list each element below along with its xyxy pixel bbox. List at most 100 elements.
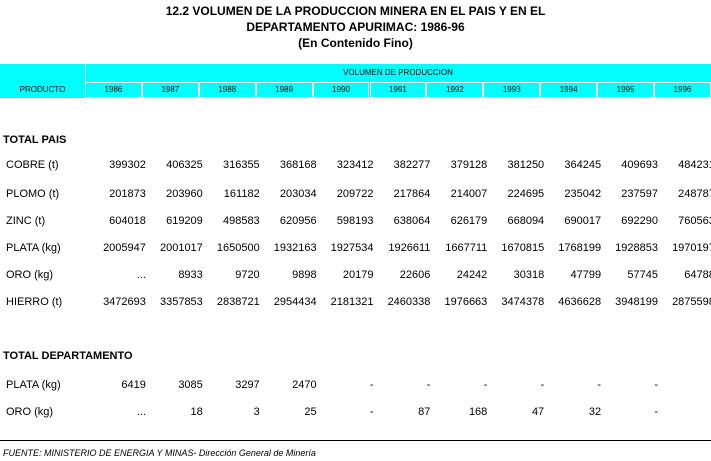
cell-value: -: [597, 379, 602, 391]
cell-value: 3472693: [103, 296, 146, 308]
cell-value: -: [654, 379, 658, 391]
cell-value: 668094: [507, 215, 545, 227]
cell-value: 379128: [450, 159, 488, 171]
row-label: PLATA (kg): [6, 379, 61, 391]
row-label: PLOMO (t): [6, 188, 60, 200]
cell-value: -: [483, 379, 488, 391]
cell-value: 4636628: [558, 296, 602, 308]
cell-value: 161182: [223, 188, 260, 200]
cell-value: 2838721: [216, 296, 260, 308]
cell-value: 381250: [507, 159, 545, 171]
cell-value: 8933: [178, 269, 203, 281]
cell-value: 248787: [678, 188, 711, 200]
cell-value: 1928853: [615, 242, 658, 254]
cell-value: 409693: [621, 159, 658, 171]
cell-value: 316355: [222, 159, 260, 171]
row-label: ORO (kg): [6, 406, 54, 418]
cell-value: -: [540, 379, 545, 391]
cell-value: 203034: [279, 188, 317, 200]
year-header: 1995: [597, 82, 654, 98]
cell-value: 1768199: [558, 242, 602, 254]
footer: FUENTE: MINISTERIO DE ENERGIA Y MINAS- D…: [3, 448, 316, 458]
cell-value: 18: [190, 406, 203, 418]
cell-value: 9898: [292, 269, 317, 281]
cell-value: 619209: [166, 215, 203, 227]
cell-value: 2470: [292, 379, 317, 391]
cell-value: 3085: [178, 379, 203, 391]
cell-value: 760563: [678, 215, 711, 227]
cell-value: 690017: [564, 215, 602, 227]
section-title: TOTAL PAIS: [3, 134, 67, 146]
cell-value: -: [369, 406, 374, 418]
cell-value: 399302: [109, 159, 146, 171]
rule: [0, 440, 711, 441]
row-label: COBRE (t): [6, 159, 59, 171]
row-label: HIERRO (t): [6, 296, 63, 308]
year-header: 1996: [654, 82, 711, 98]
cell-value: 3948199: [615, 296, 658, 308]
cell-value: 368168: [279, 159, 317, 171]
cell-value: 168: [468, 406, 488, 418]
cell-value: -: [426, 379, 431, 391]
cell-value: ...: [136, 269, 146, 281]
cell-value: 692290: [621, 215, 658, 227]
cell-value: 22606: [399, 269, 431, 281]
header-band: [0, 64, 711, 98]
year-header: 1993: [483, 82, 541, 98]
cell-value: 214007: [450, 188, 488, 200]
cell-value: -: [654, 406, 658, 418]
cell-value: 364245: [564, 159, 602, 171]
cell-value: ...: [136, 406, 146, 418]
year-header: 1988: [198, 82, 256, 98]
cell-value: 87: [418, 406, 431, 418]
cell-value: 2875598: [672, 296, 711, 308]
cell-value: 47799: [570, 269, 602, 281]
cell-value: 484231: [678, 159, 711, 171]
year-header: 1992: [426, 82, 484, 98]
section-title: TOTAL DEPARTAMENTO: [3, 350, 133, 362]
cell-value: 20179: [342, 269, 374, 281]
cell-value: 2181321: [330, 296, 374, 308]
cell-value: 2460338: [387, 296, 431, 308]
cell-value: 25: [304, 406, 317, 418]
cell-value: 598193: [336, 215, 374, 227]
cell-value: 57745: [627, 269, 658, 281]
year-header: 1987: [141, 82, 199, 98]
cell-value: -: [635, 378, 711, 392]
group-header: VOLUMEN DE PRODUCCION: [343, 68, 453, 77]
year-header: 1989: [255, 82, 313, 98]
cell-value: 1926611: [388, 242, 431, 254]
cell-value: -: [369, 379, 374, 391]
cell-value: 1670815: [501, 242, 545, 254]
cell-value: 47: [531, 406, 545, 418]
cell-value: 217864: [393, 188, 431, 200]
cell-value: 3: [253, 406, 260, 418]
cell-value: 2954434: [273, 296, 317, 308]
cell-value: 6419: [121, 379, 146, 391]
cell-value: 201873: [109, 188, 146, 200]
title-line: DEPARTAMENTO APURIMAC: 1986-96: [246, 20, 465, 34]
cell-value: 32: [588, 406, 602, 418]
cell-value: 3357853: [159, 296, 203, 308]
cell-value: 3474378: [501, 296, 545, 308]
product-header: PRODUCTO: [19, 85, 66, 94]
cell-value: 2001017: [159, 242, 203, 254]
cell-value: 626179: [450, 215, 488, 227]
cell-value: 30318: [513, 269, 545, 281]
cell-value: 2005947: [103, 242, 146, 254]
cell-value: 209722: [336, 188, 374, 200]
cell-value: 406325: [166, 159, 203, 171]
cell-value: 620956: [279, 215, 317, 227]
cell-value: 1927534: [330, 242, 374, 254]
year-header: 1990: [312, 82, 370, 98]
cell-value: 1667711: [445, 242, 488, 254]
title-line: 12.2 VOLUMEN DE LA PRODUCCION MINERA EN …: [165, 4, 546, 18]
cell-value: 1970197: [672, 242, 711, 254]
cell-value: 235042: [564, 188, 602, 200]
cell-value: -: [635, 405, 711, 419]
cell-value: 323412: [336, 159, 374, 171]
row-label: ORO (kg): [6, 269, 54, 281]
year-header: 1986: [85, 82, 142, 98]
cell-value: 203960: [166, 188, 203, 200]
